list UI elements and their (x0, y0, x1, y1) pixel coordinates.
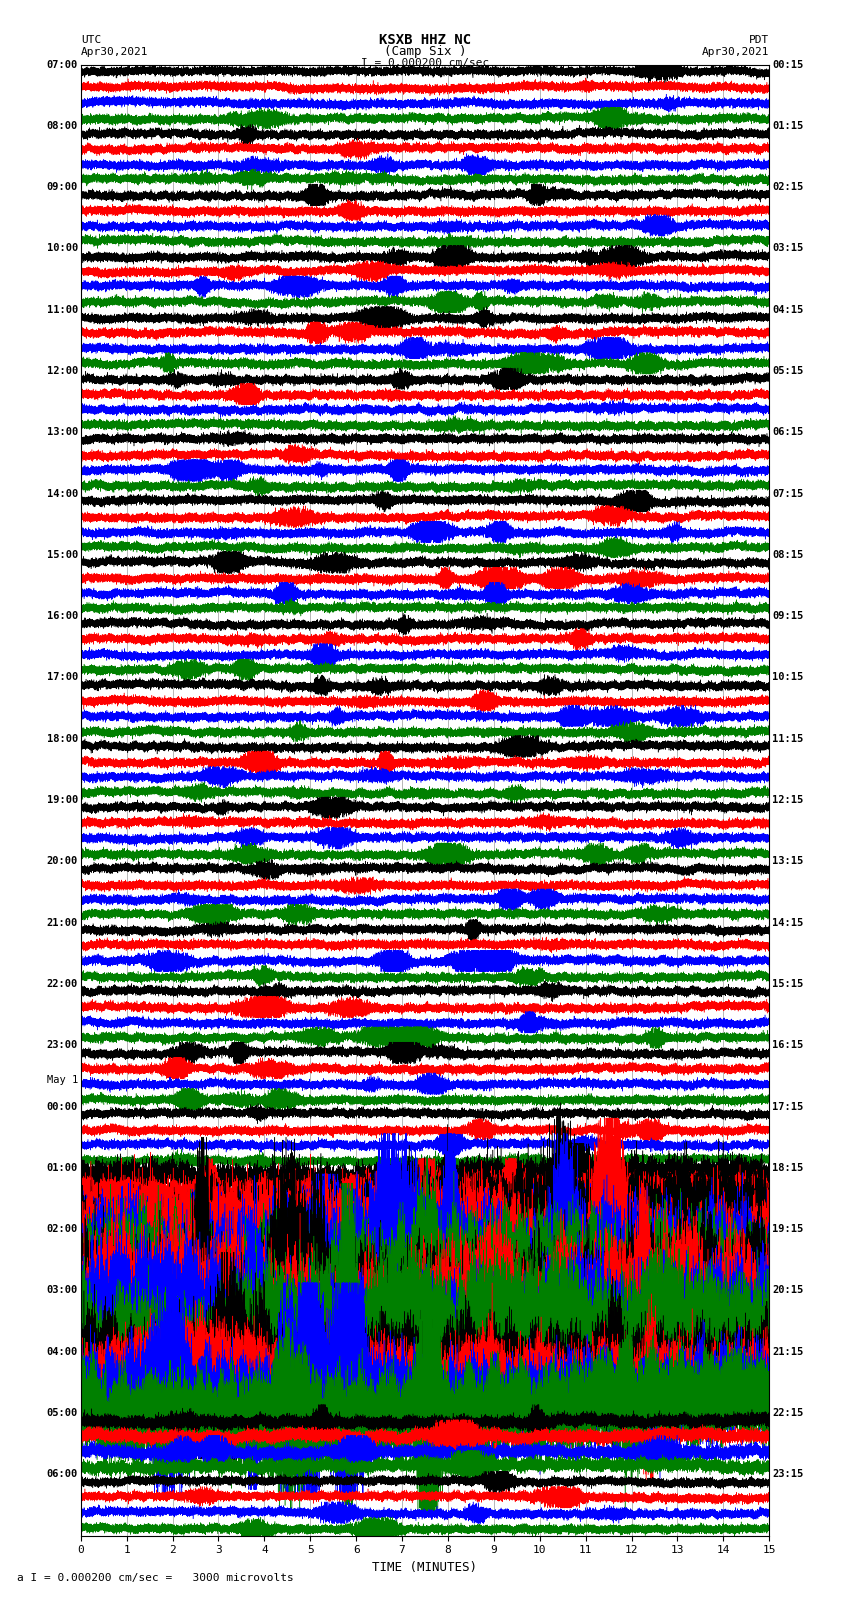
Text: 20:00: 20:00 (47, 857, 78, 866)
Text: 01:00: 01:00 (47, 1163, 78, 1173)
Text: 21:15: 21:15 (772, 1347, 803, 1357)
Text: 18:00: 18:00 (47, 734, 78, 744)
Text: 18:15: 18:15 (772, 1163, 803, 1173)
Text: 13:00: 13:00 (47, 427, 78, 437)
Text: I = 0.000200 cm/sec: I = 0.000200 cm/sec (361, 58, 489, 68)
Text: 05:15: 05:15 (772, 366, 803, 376)
Text: 07:15: 07:15 (772, 489, 803, 498)
Text: Apr30,2021: Apr30,2021 (702, 47, 769, 56)
Text: 19:00: 19:00 (47, 795, 78, 805)
Text: 20:15: 20:15 (772, 1286, 803, 1295)
Text: 11:00: 11:00 (47, 305, 78, 315)
Text: 16:15: 16:15 (772, 1040, 803, 1050)
Text: 10:00: 10:00 (47, 244, 78, 253)
Text: 22:00: 22:00 (47, 979, 78, 989)
Text: Apr30,2021: Apr30,2021 (81, 47, 148, 56)
Text: 17:15: 17:15 (772, 1102, 803, 1111)
Text: PDT: PDT (749, 35, 769, 45)
Text: 03:15: 03:15 (772, 244, 803, 253)
Text: 09:15: 09:15 (772, 611, 803, 621)
Text: 19:15: 19:15 (772, 1224, 803, 1234)
X-axis label: TIME (MINUTES): TIME (MINUTES) (372, 1561, 478, 1574)
Text: 03:00: 03:00 (47, 1286, 78, 1295)
Text: 11:15: 11:15 (772, 734, 803, 744)
Text: 21:00: 21:00 (47, 918, 78, 927)
Text: 16:00: 16:00 (47, 611, 78, 621)
Text: 04:00: 04:00 (47, 1347, 78, 1357)
Text: 13:15: 13:15 (772, 857, 803, 866)
Text: 09:00: 09:00 (47, 182, 78, 192)
Text: 14:15: 14:15 (772, 918, 803, 927)
Text: 23:15: 23:15 (772, 1469, 803, 1479)
Text: 10:15: 10:15 (772, 673, 803, 682)
Text: 05:00: 05:00 (47, 1408, 78, 1418)
Text: (Camp Six ): (Camp Six ) (383, 45, 467, 58)
Text: 01:15: 01:15 (772, 121, 803, 131)
Text: May 1: May 1 (47, 1074, 78, 1086)
Text: a I = 0.000200 cm/sec =   3000 microvolts: a I = 0.000200 cm/sec = 3000 microvolts (17, 1573, 294, 1582)
Text: 17:00: 17:00 (47, 673, 78, 682)
Text: 04:15: 04:15 (772, 305, 803, 315)
Text: 12:15: 12:15 (772, 795, 803, 805)
Text: 00:15: 00:15 (772, 60, 803, 69)
Text: 06:00: 06:00 (47, 1469, 78, 1479)
Text: KSXB HHZ NC: KSXB HHZ NC (379, 34, 471, 47)
Text: 23:00: 23:00 (47, 1040, 78, 1050)
Text: 08:00: 08:00 (47, 121, 78, 131)
Text: 15:15: 15:15 (772, 979, 803, 989)
Text: 12:00: 12:00 (47, 366, 78, 376)
Text: 02:15: 02:15 (772, 182, 803, 192)
Text: 07:00: 07:00 (47, 60, 78, 69)
Text: UTC: UTC (81, 35, 101, 45)
Text: 14:00: 14:00 (47, 489, 78, 498)
Text: 02:00: 02:00 (47, 1224, 78, 1234)
Text: 08:15: 08:15 (772, 550, 803, 560)
Text: 00:00: 00:00 (47, 1102, 78, 1111)
Text: 22:15: 22:15 (772, 1408, 803, 1418)
Text: 06:15: 06:15 (772, 427, 803, 437)
Text: 15:00: 15:00 (47, 550, 78, 560)
